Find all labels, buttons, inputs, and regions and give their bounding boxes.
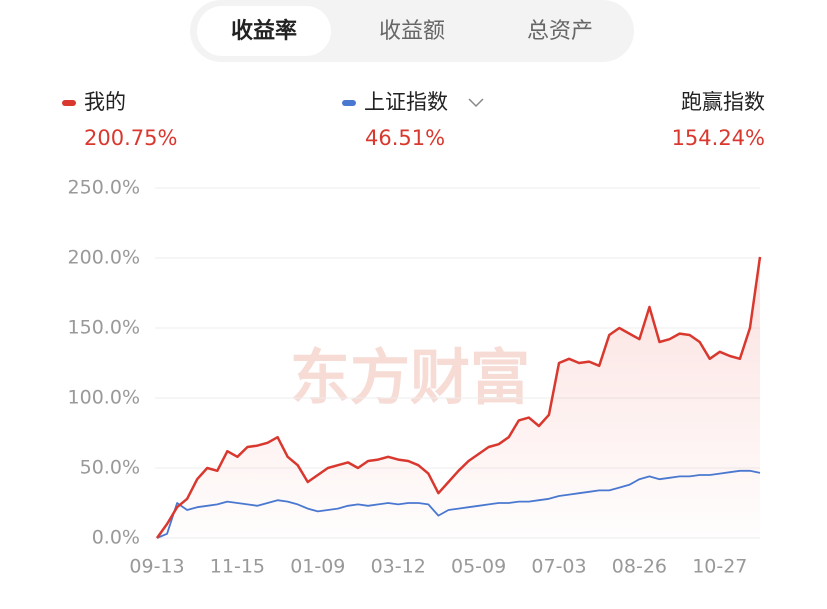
series-line — [155, 256, 762, 539]
legend-label[interactable]: 上证指数 — [364, 90, 448, 114]
y-tick-label: 0.0% — [92, 527, 140, 549]
tab[interactable]: 收益率 — [231, 18, 297, 44]
legend-swatch — [62, 100, 76, 106]
y-tick-label: 250.0% — [68, 177, 140, 199]
legend-value: 46.51% — [365, 126, 445, 150]
x-tick-label: 08-26 — [612, 556, 667, 578]
tab-selected — [197, 6, 331, 56]
x-tick-label: 07-03 — [531, 556, 586, 578]
x-tick-label: 09-13 — [129, 556, 184, 578]
series-line — [156, 469, 761, 539]
outperform-value: 154.24% — [672, 126, 765, 150]
outperform-label: 跑赢指数 — [681, 90, 765, 114]
x-tick-label: 01-09 — [290, 556, 345, 578]
legend-value: 200.75% — [84, 126, 177, 150]
y-tick-label: 50.0% — [80, 457, 140, 479]
legend-swatch — [342, 100, 356, 106]
legend-label: 我的 — [84, 90, 126, 114]
dropdown-chevron[interactable] — [468, 98, 484, 108]
y-tick-label: 150.0% — [68, 317, 140, 339]
x-tick-label: 03-12 — [371, 556, 426, 578]
watermark: 东方财富 — [290, 344, 530, 414]
x-tick-label: 11-15 — [210, 556, 265, 578]
y-tick-label: 200.0% — [68, 247, 140, 269]
area — [157, 256, 760, 538]
x-tick-label: 10-27 — [692, 556, 747, 578]
x-tick-label: 05-09 — [451, 556, 506, 578]
tab[interactable]: 收益额 — [379, 19, 445, 44]
y-tick-label: 100.0% — [68, 387, 140, 409]
tab[interactable]: 总资产 — [527, 19, 593, 44]
